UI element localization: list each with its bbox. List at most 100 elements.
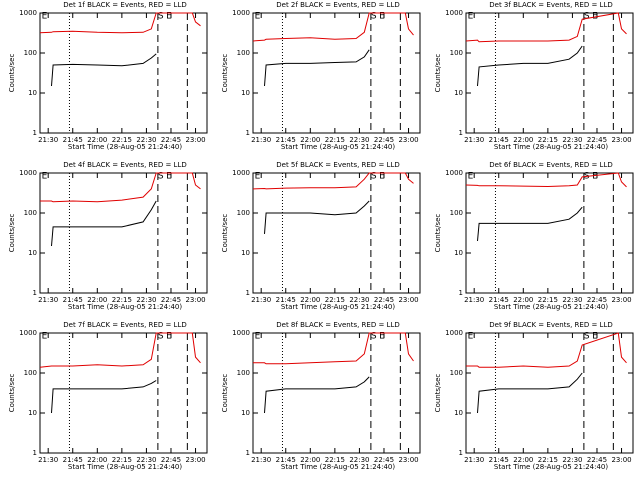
plot-frame (39, 12, 208, 134)
x-tick-label: 23:00 (185, 136, 205, 144)
y-tick-label: 10 (241, 249, 250, 257)
y-tick-label: 100 (24, 209, 37, 217)
annotation: E (166, 332, 172, 342)
y-tick-label: 100 (24, 49, 37, 57)
series-line (477, 206, 583, 242)
x-tick-label: 22:45 (587, 136, 607, 144)
x-tick-label: 21:45 (489, 456, 509, 464)
x-tick-label: 21:30 (464, 136, 484, 144)
x-tick-label: 21:45 (63, 296, 83, 304)
x-tick-label: 22:15 (325, 136, 345, 144)
x-tick-label: 23:00 (398, 136, 418, 144)
x-tick-label: 22:15 (538, 296, 558, 304)
chart-title: Det 4f BLACK = Events, RED = LLD (63, 161, 186, 169)
x-tick-label: 22:45 (587, 456, 607, 464)
x-tick-label: 22:00 (300, 296, 320, 304)
x-tick-label: 23:00 (611, 136, 631, 144)
y-axis-label: Counts/sec (8, 374, 16, 413)
annotation: E (592, 332, 598, 342)
y-tick-label: 1000 (19, 9, 37, 17)
y-tick-label: 1000 (19, 329, 37, 337)
series-line (477, 45, 583, 87)
x-axis-label: Start Time (28-Aug-05 21:24:40) (281, 143, 395, 151)
chart-title: Det 8f BLACK = Events, RED = LLD (276, 321, 399, 329)
x-tick-label: 21:45 (276, 136, 296, 144)
y-axis-label: Counts/sec (434, 374, 442, 413)
y-tick-label: 100 (237, 369, 250, 377)
annotation: S (158, 172, 164, 182)
x-tick-label: 22:30 (136, 296, 156, 304)
x-tick-label: 22:45 (374, 296, 394, 304)
x-tick-label: 22:00 (513, 136, 533, 144)
y-tick-label: 1000 (445, 9, 463, 17)
plot-frame (252, 172, 421, 294)
y-tick-label: 10 (28, 409, 37, 417)
x-tick-label: 22:15 (538, 456, 558, 464)
annotation: E (379, 12, 385, 22)
annotation: S (584, 332, 590, 342)
x-tick-label: 22:30 (349, 456, 369, 464)
chart-title: Det 3f BLACK = Events, RED = LLD (489, 1, 612, 9)
x-tick-label: 21:45 (489, 136, 509, 144)
x-tick-label: 22:00 (513, 456, 533, 464)
x-tick-label: 22:30 (349, 136, 369, 144)
x-tick-label: 22:30 (562, 136, 582, 144)
plot-frame (465, 332, 634, 454)
x-axis-label: Start Time (28-Aug-05 21:24:40) (494, 303, 608, 311)
series-line (51, 53, 157, 87)
series-line (252, 172, 414, 190)
y-tick-label: 1 (246, 129, 250, 137)
chart-title: Det 5f BLACK = Events, RED = LLD (276, 161, 399, 169)
x-tick-label: 23:00 (185, 456, 205, 464)
y-tick-label: 1000 (232, 9, 250, 17)
annotation: E (468, 12, 474, 22)
x-tick-label: 21:45 (63, 136, 83, 144)
series-line (40, 172, 201, 203)
y-tick-label: 100 (450, 369, 463, 377)
series-line (51, 200, 157, 247)
chart-title: Det 2f BLACK = Events, RED = LLD (276, 1, 399, 9)
series-line (264, 200, 370, 234)
x-tick-label: 22:30 (136, 136, 156, 144)
x-tick-label: 23:00 (185, 296, 205, 304)
y-tick-label: 100 (24, 369, 37, 377)
x-tick-label: 21:30 (464, 456, 484, 464)
y-axis-label: Counts/sec (434, 54, 442, 93)
x-tick-label: 23:00 (611, 456, 631, 464)
x-axis-label: Start Time (28-Aug-05 21:24:40) (281, 303, 395, 311)
x-tick-label: 22:00 (300, 456, 320, 464)
y-axis-label: Counts/sec (221, 374, 229, 413)
x-tick-label: 21:45 (489, 296, 509, 304)
x-tick-label: 22:45 (161, 456, 181, 464)
x-tick-label: 22:45 (161, 136, 181, 144)
annotation: E (379, 172, 385, 182)
x-tick-label: 21:30 (251, 456, 271, 464)
x-tick-label: 22:30 (136, 456, 156, 464)
x-tick-label: 21:30 (38, 296, 58, 304)
x-axis-label: Start Time (28-Aug-05 21:24:40) (68, 463, 182, 471)
y-tick-label: 1000 (232, 169, 250, 177)
y-tick-label: 1000 (445, 329, 463, 337)
y-tick-label: 10 (454, 409, 463, 417)
x-tick-label: 22:00 (87, 296, 107, 304)
x-axis-label: Start Time (28-Aug-05 21:24:40) (494, 143, 608, 151)
x-tick-label: 21:30 (38, 456, 58, 464)
x-tick-label: 23:00 (611, 296, 631, 304)
annotation: E (42, 12, 48, 22)
y-axis-label: Counts/sec (8, 214, 16, 253)
x-tick-label: 22:15 (538, 136, 558, 144)
y-tick-label: 1 (33, 449, 37, 457)
x-tick-label: 22:00 (300, 136, 320, 144)
x-tick-label: 22:45 (161, 296, 181, 304)
x-tick-label: 22:00 (87, 136, 107, 144)
y-tick-label: 10 (28, 249, 37, 257)
x-axis-label: Start Time (28-Aug-05 21:24:40) (68, 143, 182, 151)
x-tick-label: 22:15 (325, 456, 345, 464)
y-axis-label: Counts/sec (8, 54, 16, 93)
y-tick-label: 100 (450, 49, 463, 57)
annotation: E (42, 332, 48, 342)
plot-frame (465, 172, 634, 294)
y-tick-label: 1000 (445, 169, 463, 177)
x-tick-label: 23:00 (398, 296, 418, 304)
